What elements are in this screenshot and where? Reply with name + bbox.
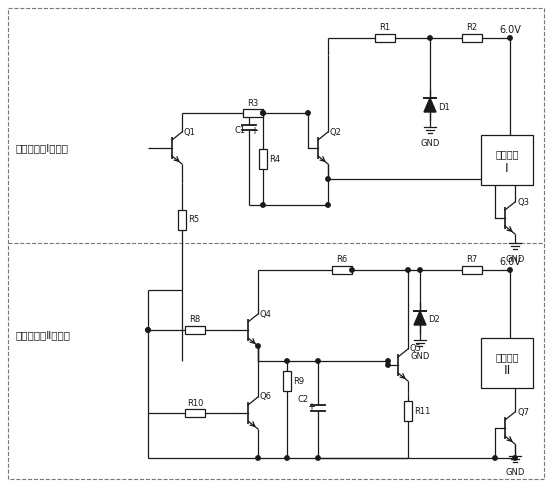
Circle shape: [256, 344, 260, 348]
Polygon shape: [424, 98, 436, 112]
Bar: [462, 34, 482, 42]
Circle shape: [306, 111, 310, 115]
Text: C1: C1: [235, 126, 246, 135]
Text: R2: R2: [466, 23, 477, 33]
Circle shape: [418, 268, 422, 272]
Circle shape: [316, 456, 320, 460]
Circle shape: [261, 203, 265, 207]
Circle shape: [513, 456, 517, 460]
Text: R11: R11: [414, 407, 431, 415]
Bar: [283, 371, 291, 391]
Circle shape: [285, 456, 289, 460]
Circle shape: [261, 111, 265, 115]
Text: Q5: Q5: [410, 344, 422, 354]
Text: Q2: Q2: [330, 128, 342, 136]
Bar: [404, 401, 412, 421]
Text: R7: R7: [466, 256, 477, 264]
Text: 语音模块: 语音模块: [495, 352, 519, 362]
Polygon shape: [414, 311, 426, 325]
Circle shape: [261, 111, 265, 115]
Bar: [375, 34, 395, 42]
Bar: [178, 210, 186, 230]
Text: 热释电模块Ⅰ输出端: 热释电模块Ⅰ输出端: [15, 143, 68, 153]
Circle shape: [508, 36, 512, 40]
Text: R9: R9: [293, 376, 304, 386]
Text: Q7: Q7: [517, 408, 529, 416]
Circle shape: [406, 268, 410, 272]
Circle shape: [428, 36, 432, 40]
Text: R6: R6: [336, 256, 348, 264]
Text: Q4: Q4: [260, 310, 272, 318]
Text: R5: R5: [188, 216, 199, 225]
Text: Q3: Q3: [517, 198, 529, 206]
Text: +: +: [307, 401, 315, 412]
Text: 热释电模块Ⅱ输出端: 热释电模块Ⅱ输出端: [15, 330, 70, 340]
Text: D1: D1: [438, 102, 450, 112]
Circle shape: [316, 359, 320, 363]
Text: I: I: [505, 162, 509, 174]
Circle shape: [493, 456, 497, 460]
Text: 6.0V: 6.0V: [499, 257, 521, 267]
Text: R4: R4: [269, 154, 280, 164]
Bar: [462, 266, 482, 274]
Circle shape: [326, 203, 330, 207]
Text: Q6: Q6: [260, 393, 272, 401]
Bar: [185, 409, 205, 417]
Circle shape: [146, 328, 150, 332]
Bar: [332, 266, 352, 274]
Circle shape: [256, 456, 260, 460]
Circle shape: [386, 359, 390, 363]
Text: GND: GND: [410, 352, 429, 361]
Text: GND: GND: [505, 468, 525, 477]
Text: R10: R10: [187, 398, 203, 408]
Bar: [259, 149, 267, 169]
Text: 语音模块: 语音模块: [495, 149, 519, 159]
Text: GND: GND: [505, 255, 525, 264]
Circle shape: [386, 363, 390, 367]
Text: R8: R8: [189, 316, 200, 324]
Bar: [185, 326, 205, 334]
Bar: [481, 338, 533, 388]
Text: +: +: [250, 126, 258, 136]
Text: II: II: [503, 364, 511, 377]
Bar: [243, 109, 263, 117]
Text: R3: R3: [247, 98, 259, 108]
Text: R1: R1: [379, 23, 391, 33]
Text: C2: C2: [298, 395, 309, 405]
Circle shape: [326, 177, 330, 181]
Text: GND: GND: [420, 139, 440, 148]
Circle shape: [146, 328, 150, 332]
Text: D2: D2: [428, 316, 440, 324]
Circle shape: [508, 268, 512, 272]
Circle shape: [285, 359, 289, 363]
Bar: [481, 135, 533, 185]
Text: 6.0V: 6.0V: [499, 25, 521, 35]
Circle shape: [350, 268, 354, 272]
Text: Q1: Q1: [184, 128, 196, 136]
